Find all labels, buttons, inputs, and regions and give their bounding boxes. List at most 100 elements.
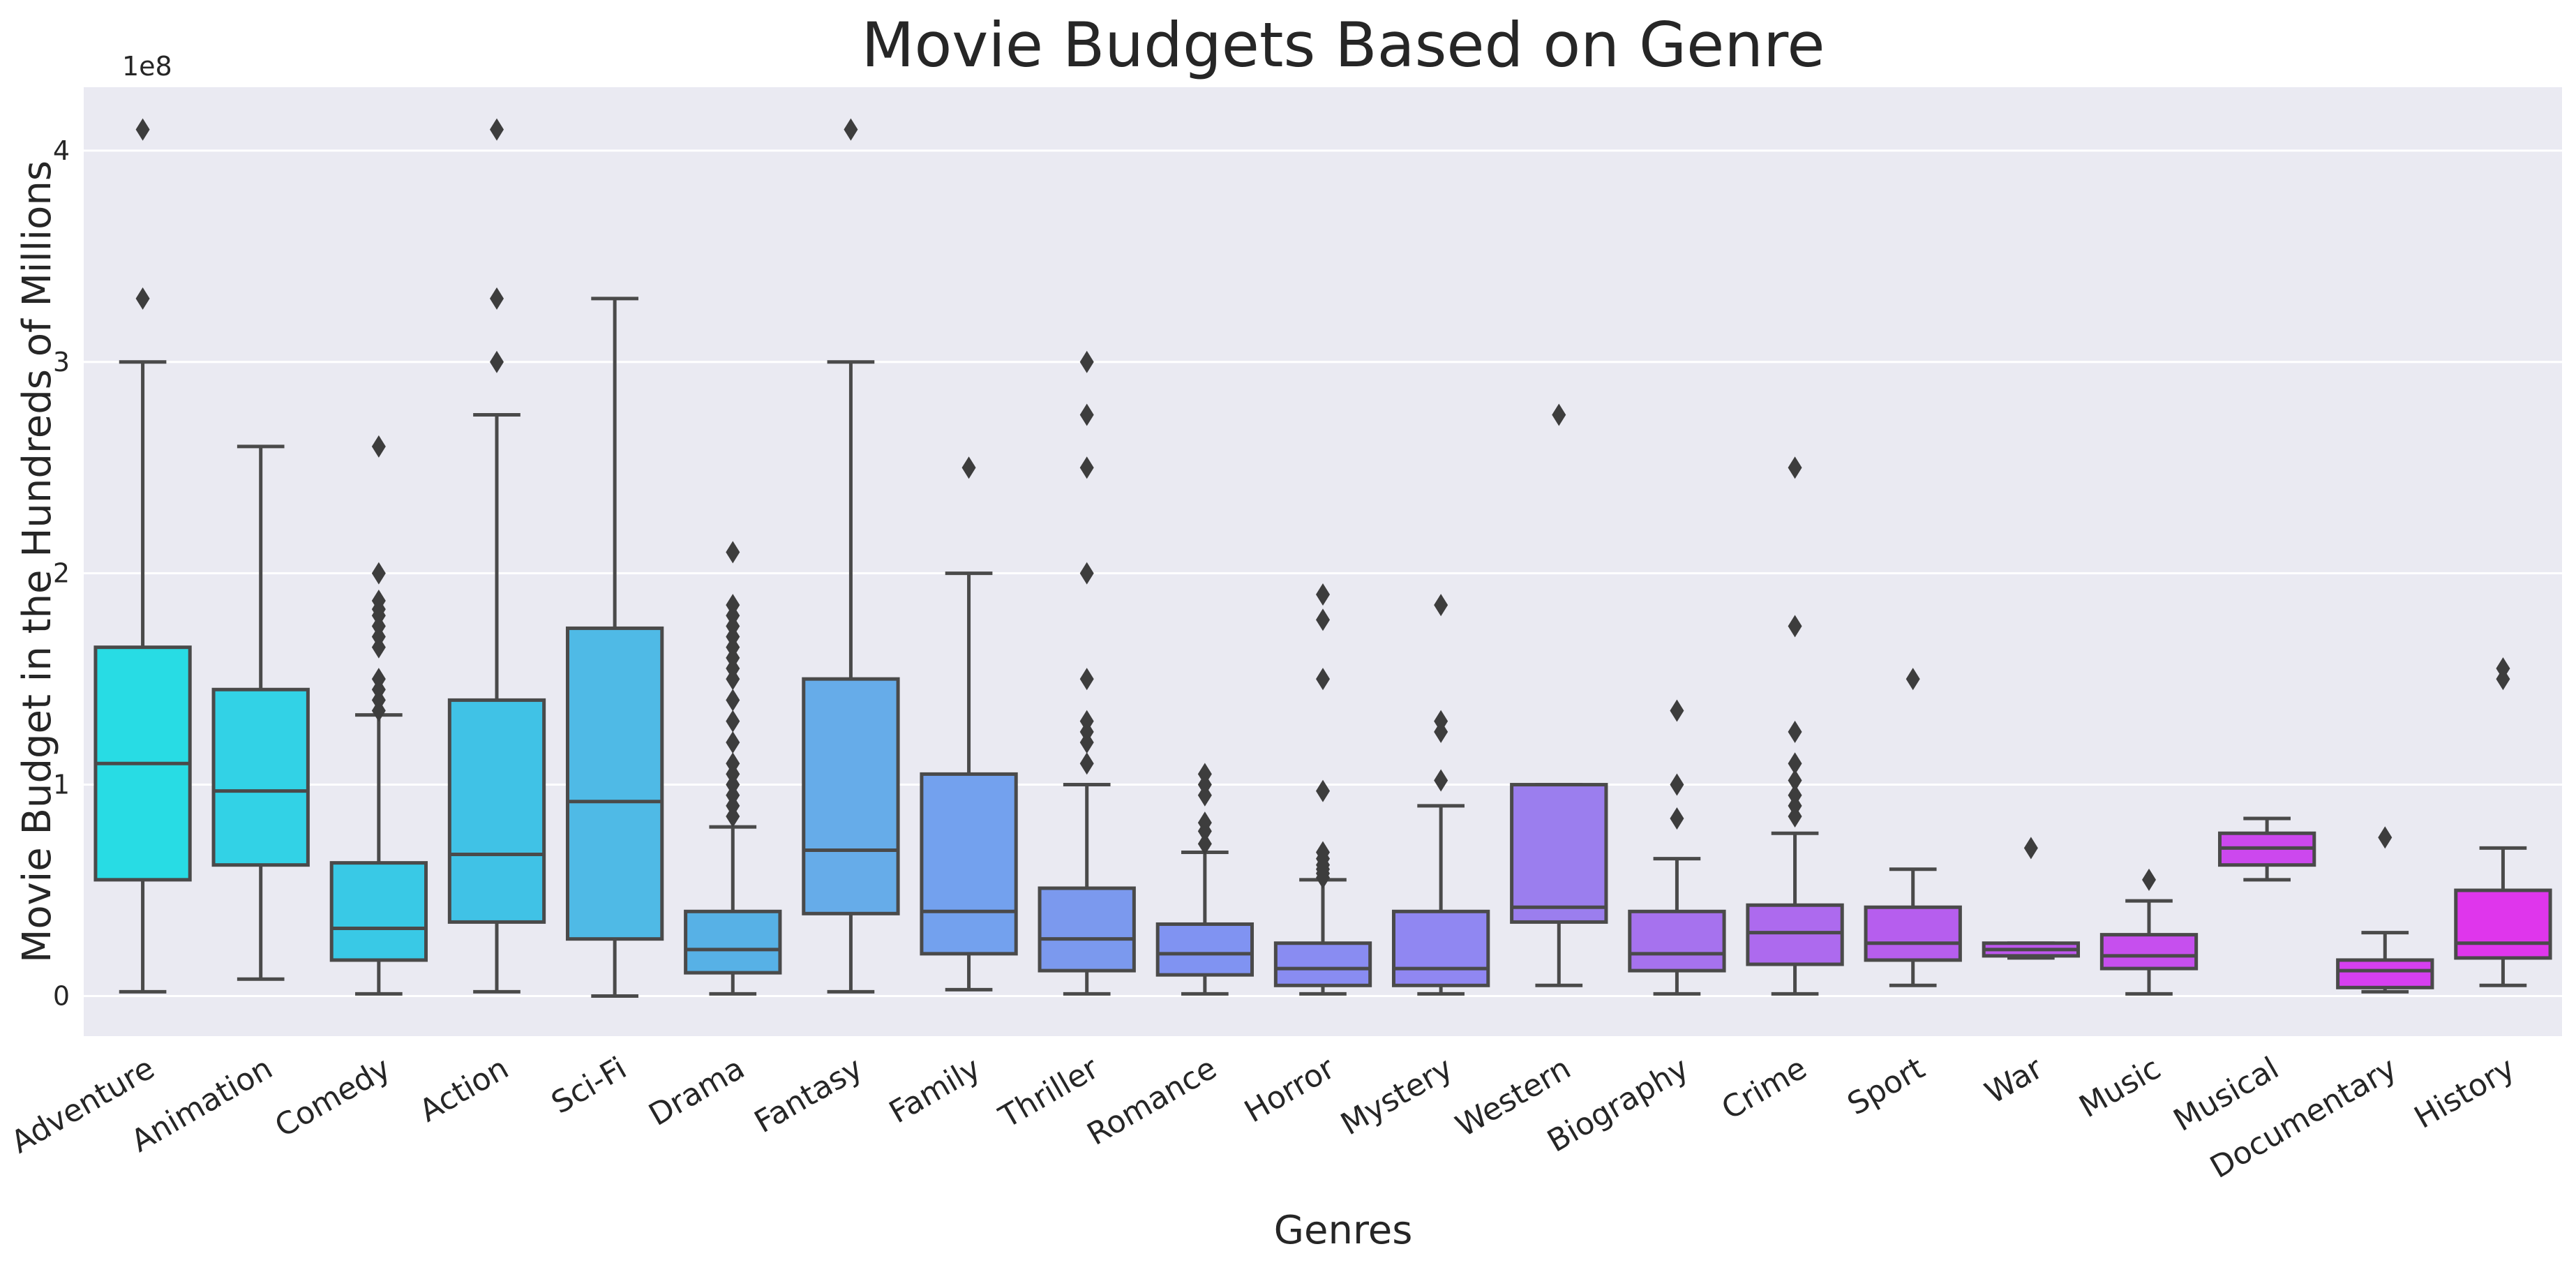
outlier-point [371,435,386,458]
outlier-point [1905,668,1920,691]
outlier-point [135,287,150,310]
outlier-point [726,541,740,564]
iqr-box [1864,905,1962,962]
iqr-box [329,861,428,962]
box-action [447,118,546,994]
box-drama [684,541,782,996]
x-tick-label: Horror [1238,1050,1341,1130]
iqr-box [2454,888,2552,960]
outlier-point [961,456,976,479]
outlier-point [1434,769,1448,792]
x-tick-label: History [2409,1050,2521,1135]
outlier-point [2496,668,2510,691]
box-comedy [329,435,428,996]
y-tick-label: 4 [53,135,70,166]
box-music [2099,868,2199,996]
y-tick-label: 0 [53,980,70,1011]
x-tick-label: Action [414,1050,515,1129]
outlier-point [1434,594,1448,617]
outlier-point [1788,805,1802,828]
y-tick-label: 2 [53,558,70,589]
outlier-point [1788,769,1802,792]
outlier-point [1079,731,1094,754]
box-family [920,456,1018,992]
outlier-point [1670,807,1684,830]
outlier-point [371,636,386,659]
outlier-point [2023,837,2038,860]
iqr-box [1628,909,1726,973]
outlier-point [1079,403,1094,426]
outlier-point [1788,456,1802,479]
box-crime [1746,456,1844,996]
box-sport [1864,668,1962,987]
x-tick-label: Sport [1841,1050,1931,1122]
iqr-box [1391,909,1490,987]
box-western [1510,403,1608,987]
iqr-box [1273,941,1372,987]
outlier-point [2142,868,2156,891]
outlier-point [1079,350,1094,373]
iqr-box [684,909,782,975]
box-documentary [2336,826,2434,994]
x-tick-label: Music [2074,1050,2167,1125]
outlier-point [726,731,740,754]
outlier-point [1079,752,1094,775]
outlier-point [726,710,740,733]
outlier-point [371,699,386,722]
x-axis-label: Genres [1274,1208,1413,1253]
outlier-point [135,118,150,141]
box-animation [211,444,310,981]
box-adventure [93,118,192,994]
chart-title: Movie Budgets Based on Genre [862,9,1825,81]
box-history [2454,657,2552,987]
iqr-box [447,698,546,924]
iqr-box [2099,933,2199,971]
y-axis-ticks: 0 1 2 3 4 [53,135,70,1012]
iqr-box [211,687,310,867]
outlier-point [1197,832,1212,855]
outlier-point [1316,779,1330,802]
outlier-point [1552,403,1566,426]
box-romance [1155,763,1255,996]
box-thriller [1038,350,1136,996]
outlier-point [1316,668,1330,691]
outlier-point [490,287,504,310]
box-fantasy [802,118,900,994]
x-tick-label: Crime [1716,1050,1813,1127]
outlier-point [2378,826,2392,849]
box-musical [2217,816,2316,882]
outlier-point [726,689,740,712]
outlier-point [1670,699,1684,722]
box-war [1982,837,2081,960]
x-tick-label: War [1979,1050,2050,1111]
iqr-box [1038,886,1136,973]
iqr-box [1155,922,1255,977]
outlier-point [1079,456,1094,479]
box-mystery [1391,594,1490,996]
outlier-point [371,562,386,585]
outlier-point [490,350,504,373]
outlier-point [1788,720,1802,743]
iqr-box [1746,903,1844,966]
box-horror [1273,583,1372,996]
y-tick-label: 3 [53,347,70,377]
x-tick-label: Comedy [269,1050,397,1144]
y-offset-label: 1e8 [122,51,172,82]
iqr-box [1510,783,1608,924]
x-tick-label: Family [883,1050,987,1130]
outlier-point [1670,773,1684,796]
box-biography [1628,699,1726,996]
iqr-box [920,772,1018,956]
outlier-point [726,805,740,828]
outlier-point [1788,615,1802,638]
x-tick-label: Fantasy [749,1050,869,1140]
outlier-point [1316,583,1330,606]
outlier-point [1197,784,1212,807]
boxes [93,118,2552,998]
iqr-box [565,626,664,941]
box-sci-fi [565,297,664,998]
outlier-point [490,118,504,141]
y-axis-label: Movie Budget in the Hundreds of Millions [15,160,60,963]
